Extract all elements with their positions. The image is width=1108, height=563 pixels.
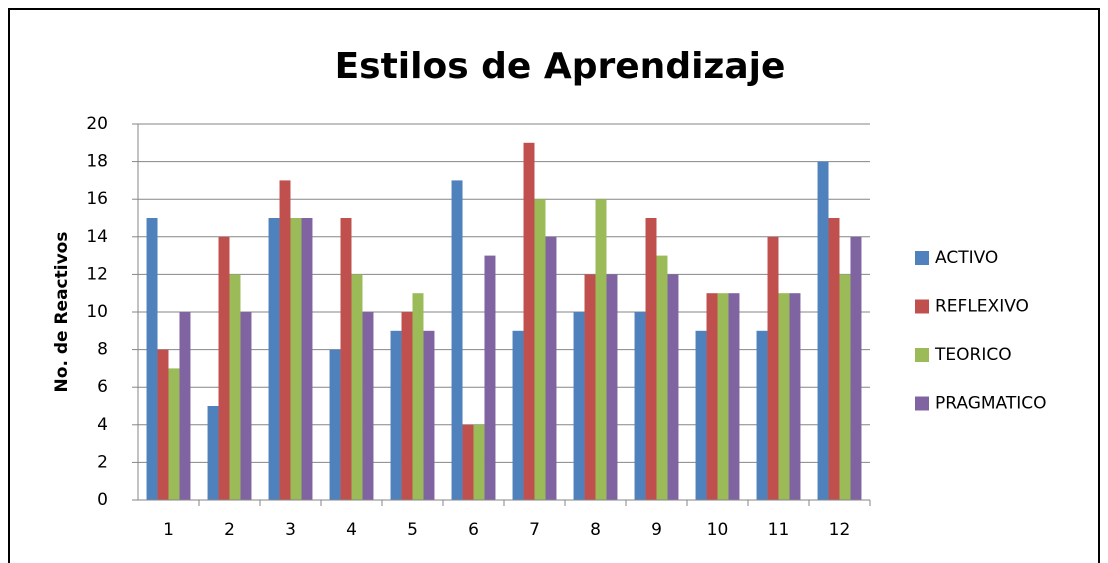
y-tick-label: 18 bbox=[86, 152, 108, 172]
bar bbox=[179, 312, 191, 500]
bar bbox=[656, 255, 668, 500]
y-tick-label: 4 bbox=[97, 415, 108, 435]
y-tick-label: 10 bbox=[86, 302, 108, 322]
bar bbox=[423, 330, 435, 500]
x-tick-label: 12 bbox=[829, 520, 851, 540]
bar bbox=[839, 274, 851, 500]
x-tick-label: 4 bbox=[346, 520, 357, 540]
bar bbox=[168, 368, 180, 500]
bar bbox=[390, 330, 402, 500]
bar bbox=[728, 293, 740, 500]
bar bbox=[717, 293, 729, 500]
legend-label: PRAGMATICO bbox=[935, 394, 1047, 414]
legend-swatch bbox=[915, 396, 929, 411]
legend-label: ACTIVO bbox=[935, 248, 998, 268]
x-tick-label: 10 bbox=[707, 520, 729, 540]
x-tick-label: 6 bbox=[468, 520, 479, 540]
bar bbox=[778, 293, 790, 500]
bar bbox=[789, 293, 801, 500]
bar bbox=[157, 349, 169, 500]
bar bbox=[301, 218, 313, 500]
x-tick-label: 3 bbox=[285, 520, 296, 540]
bar bbox=[645, 218, 657, 500]
bar bbox=[545, 236, 557, 501]
bar bbox=[595, 199, 607, 500]
bar bbox=[473, 424, 485, 500]
y-tick-label: 6 bbox=[97, 377, 108, 397]
x-tick-label: 2 bbox=[224, 520, 235, 540]
x-tick-label: 1 bbox=[163, 520, 174, 540]
bar bbox=[484, 255, 496, 500]
bar bbox=[850, 236, 862, 501]
bar bbox=[462, 424, 474, 500]
y-axis-label: No. de Reactivos bbox=[52, 232, 72, 393]
bar bbox=[706, 293, 718, 500]
legend-swatch bbox=[915, 348, 929, 362]
y-tick-label: 20 bbox=[86, 114, 108, 134]
y-tick-label: 12 bbox=[86, 264, 108, 284]
bar bbox=[584, 274, 596, 500]
bar bbox=[606, 274, 618, 500]
bar bbox=[573, 312, 585, 500]
bar bbox=[767, 236, 779, 501]
y-tick-label: 8 bbox=[97, 340, 108, 360]
chart-title: Estilos de Aprendizaje bbox=[335, 46, 786, 87]
bar bbox=[667, 274, 679, 500]
bar bbox=[351, 274, 363, 500]
legend-swatch bbox=[915, 251, 929, 265]
bar bbox=[229, 274, 241, 500]
x-tick-label: 5 bbox=[407, 520, 418, 540]
bar bbox=[534, 199, 546, 500]
legend-swatch bbox=[915, 299, 929, 314]
bar bbox=[695, 330, 707, 500]
bar bbox=[329, 349, 341, 500]
legend-label: REFLEXIVO bbox=[935, 297, 1029, 317]
x-tick-label: 9 bbox=[651, 520, 662, 540]
bar bbox=[756, 330, 768, 500]
y-tick-label: 2 bbox=[97, 452, 108, 472]
bar bbox=[523, 142, 535, 501]
bar bbox=[401, 312, 413, 500]
bar bbox=[290, 218, 302, 500]
bar bbox=[218, 236, 230, 501]
x-tick-label: 8 bbox=[590, 520, 601, 540]
bar bbox=[362, 312, 374, 500]
legend-label: TEORICO bbox=[934, 345, 1012, 365]
bar bbox=[279, 180, 291, 500]
bar bbox=[451, 180, 463, 500]
bar bbox=[512, 330, 524, 500]
bar bbox=[340, 218, 352, 500]
bar bbox=[240, 312, 252, 500]
x-tick-label: 11 bbox=[768, 520, 790, 540]
bar bbox=[207, 406, 219, 500]
y-tick-label: 16 bbox=[86, 189, 108, 209]
y-tick-label: 0 bbox=[97, 490, 108, 510]
bar bbox=[412, 293, 424, 500]
bar bbox=[828, 218, 840, 500]
bar bbox=[634, 312, 646, 500]
y-tick-label: 14 bbox=[86, 227, 108, 247]
x-tick-label: 7 bbox=[529, 520, 540, 540]
bar bbox=[146, 218, 158, 500]
bar bbox=[268, 218, 280, 500]
bar bbox=[817, 161, 829, 500]
